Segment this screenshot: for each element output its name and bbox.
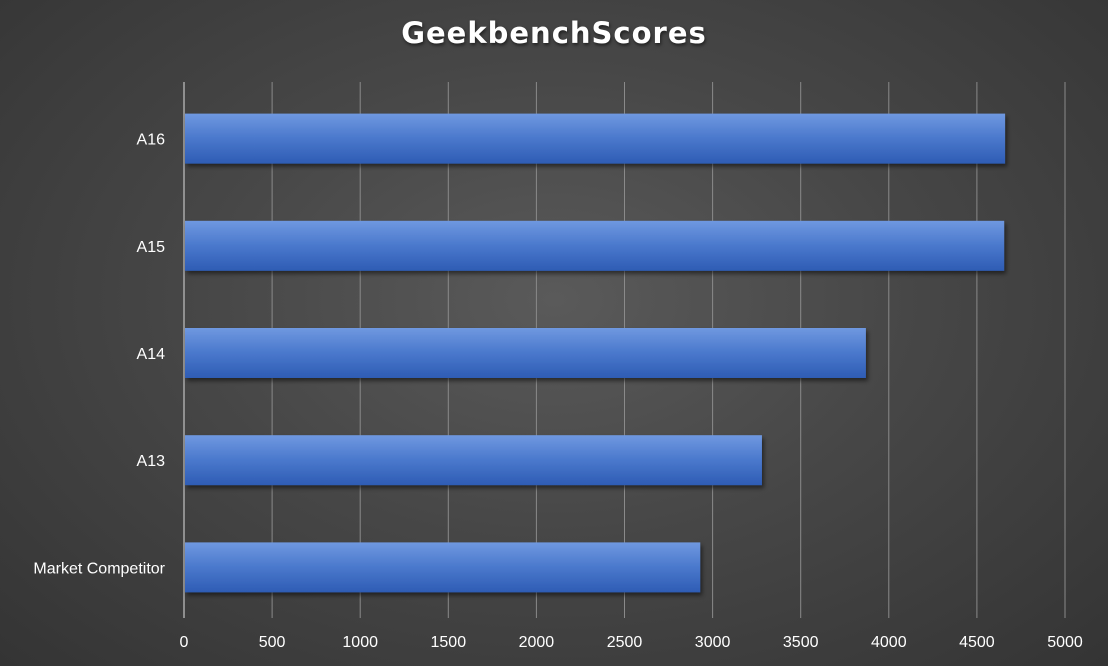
bar-market-competitor: [185, 542, 701, 593]
category-label: A14: [137, 346, 166, 363]
x-tick-label: 3500: [783, 634, 819, 651]
category-label: A16: [137, 132, 166, 149]
category-label: A15: [137, 239, 166, 256]
category-labels: A16 A15 A14 A13 Market Competitor: [33, 132, 165, 578]
category-label: A13: [137, 453, 166, 470]
x-tick-label: 4500: [959, 634, 995, 651]
x-tick-label: 3000: [695, 634, 731, 651]
x-tick-label: 1500: [431, 634, 467, 651]
x-tick-labels: 0 500 1000 1500 2000 2500 3000 3500 4000 4500 5000: [180, 634, 1083, 651]
x-tick-label: 2500: [607, 634, 643, 651]
category-label: Market Competitor: [33, 560, 165, 577]
bar-a15: [185, 220, 1005, 271]
x-tick-label: 500: [259, 634, 286, 651]
x-tick-label: 0: [180, 634, 189, 651]
bars: [185, 113, 1006, 593]
x-tick-label: 1000: [342, 634, 378, 651]
x-tick-label: 2000: [519, 634, 555, 651]
bar-a16: [185, 113, 1006, 164]
bar-a14: [185, 328, 866, 378]
x-tick-label: 5000: [1047, 634, 1083, 651]
bar-a13: [185, 435, 762, 486]
chart-title: GeekbenchScores: [401, 16, 707, 50]
x-tick-label: 4000: [871, 634, 907, 651]
